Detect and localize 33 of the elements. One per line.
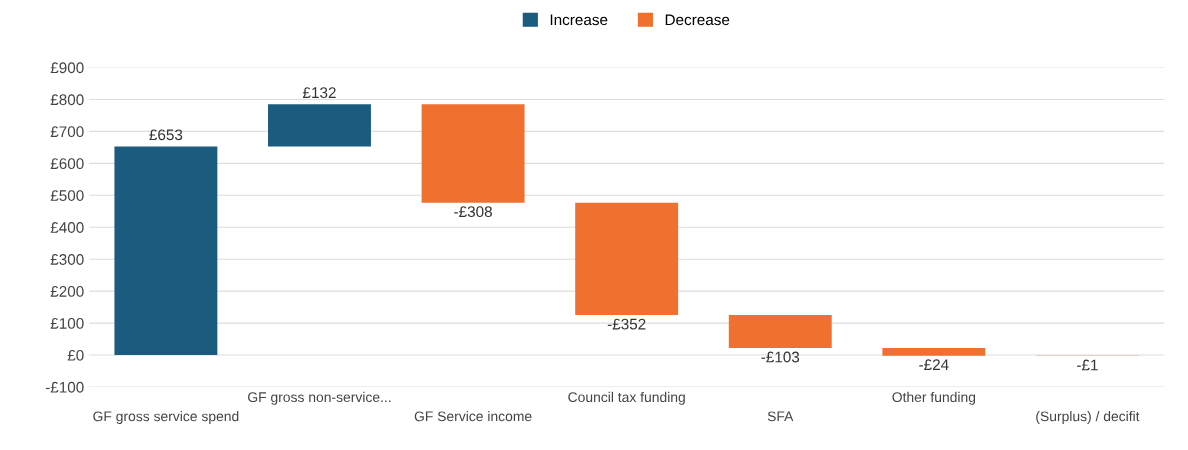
x-tick-label: (Surplus) / decifit: [1036, 411, 1140, 424]
y-tick-label: £800: [50, 94, 84, 106]
x-tick-label: Other funding: [892, 391, 976, 405]
y-tick-label: £500: [50, 190, 84, 201]
data-label: £132: [302, 87, 336, 99]
y-tick-label: £900: [50, 62, 84, 74]
data-label: -£24: [919, 359, 949, 370]
y-tick-label: £0: [67, 349, 84, 361]
y-tick-label: £300: [50, 254, 84, 265]
data-label: -£352: [607, 318, 646, 330]
y-tick-label: £200: [50, 286, 84, 297]
y-tick-label: £100: [50, 317, 84, 329]
y-tick-label: £700: [50, 126, 84, 138]
bar: [575, 202, 679, 316]
data-label: £653: [149, 129, 183, 141]
bar: [114, 146, 218, 356]
bar: [882, 348, 986, 356]
x-tick-label: SFA: [767, 411, 794, 422]
bar: [728, 315, 832, 349]
bar: [268, 104, 371, 147]
bar: [421, 104, 525, 203]
data-label: -£103: [761, 351, 800, 363]
legend-label: Decrease: [665, 14, 730, 26]
x-tick-label: Council tax funding: [568, 391, 685, 405]
legend-label: Increase: [550, 14, 608, 26]
x-tick-label: GF Service income: [414, 411, 532, 422]
data-label: -£308: [454, 206, 492, 218]
x-tick-label: GF gross service spend: [93, 411, 239, 424]
data-label: -£1: [1077, 359, 1098, 371]
y-tick-label: £400: [50, 222, 84, 233]
y-tick-label: -£100: [45, 381, 84, 393]
y-tick-label: £600: [50, 158, 84, 170]
x-tick-label: GF gross non-service...: [248, 391, 391, 405]
